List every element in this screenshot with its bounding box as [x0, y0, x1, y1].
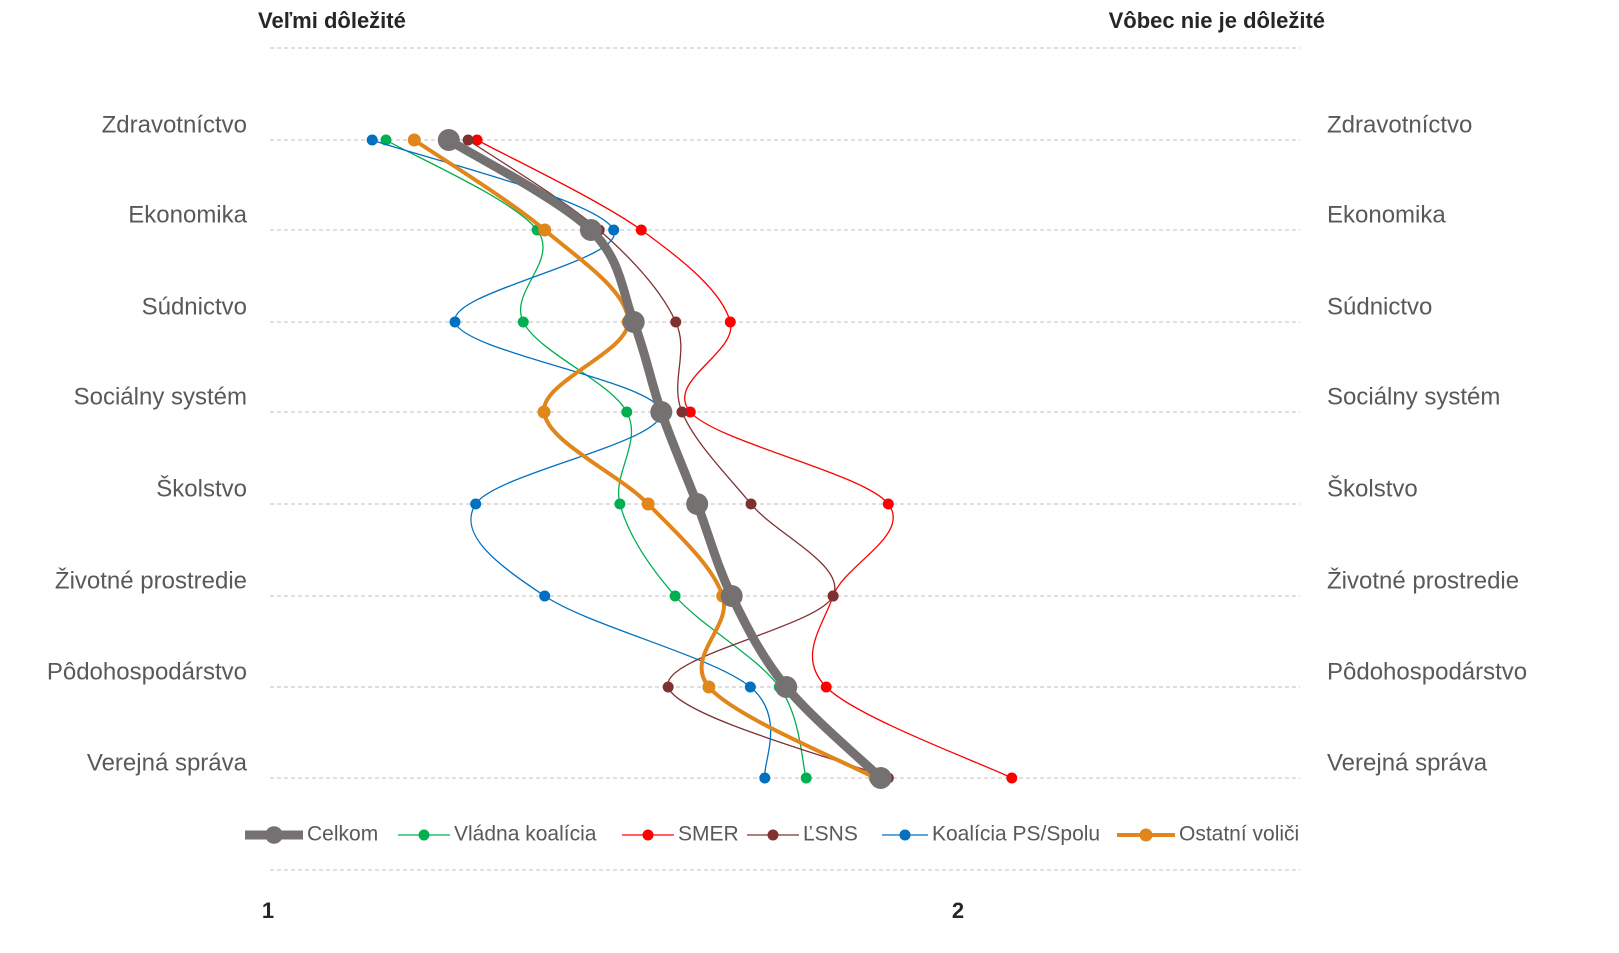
point [800, 772, 812, 784]
point [614, 498, 626, 510]
point [759, 772, 771, 784]
point [538, 223, 552, 237]
point [621, 406, 633, 418]
point [669, 590, 681, 602]
point [820, 681, 832, 693]
point [676, 406, 688, 418]
legend-label: ĽSNS [803, 823, 858, 846]
x-tick-label: 2 [952, 898, 964, 923]
point [437, 129, 460, 151]
legend-marker [767, 829, 779, 841]
legend-marker [899, 829, 911, 841]
legend-marker [265, 826, 283, 844]
right-header: Vôbec nie je dôležité [1109, 8, 1325, 33]
point [537, 405, 551, 419]
point [635, 224, 647, 236]
category-label: Súdnictvo [142, 293, 247, 320]
point [366, 134, 378, 146]
legend-marker [642, 829, 654, 841]
category-label-right: Sociálny systém [1327, 383, 1500, 410]
point [744, 681, 756, 693]
legend-marker [1139, 828, 1153, 842]
point [827, 590, 839, 602]
legend-label: Koalícia PS/Spolu [932, 823, 1100, 846]
category-label-right: Ekonomika [1327, 201, 1446, 228]
point [462, 134, 474, 146]
x-tick-label: 1 [262, 898, 274, 923]
point [869, 767, 892, 789]
series-line [446, 136, 884, 782]
point [641, 497, 655, 511]
category-label: Pôdohospodárstvo [47, 658, 247, 685]
category-label: Zdravotníctvo [102, 111, 247, 138]
category-label-right: Súdnictvo [1327, 293, 1432, 320]
category-label: Ekonomika [128, 201, 247, 228]
point [702, 680, 716, 694]
category-label: Sociálny systém [74, 383, 247, 410]
point [684, 406, 696, 418]
point [579, 219, 602, 241]
point [608, 224, 620, 236]
point [745, 498, 757, 510]
point [407, 133, 421, 147]
point [724, 316, 736, 328]
series [437, 129, 892, 789]
point [686, 493, 709, 515]
category-label-right: Zdravotníctvo [1327, 111, 1472, 138]
legend-label: Vládna koalícia [454, 823, 597, 846]
left-header: Veľmi dôležité [258, 8, 406, 33]
point [622, 311, 645, 333]
category-label: Školstvo [156, 474, 247, 502]
legend-label: Celkom [307, 823, 378, 846]
category-label-right: Školstvo [1327, 474, 1418, 502]
point [471, 134, 483, 146]
category-label: Životné prostredie [55, 567, 247, 594]
point [380, 134, 392, 146]
point [882, 498, 894, 510]
series [471, 134, 1018, 784]
category-label-right: Životné prostredie [1327, 567, 1519, 594]
category-label-right: Pôdohospodárstvo [1327, 658, 1527, 685]
category-label: Verejná správa [87, 749, 248, 776]
point [539, 590, 551, 602]
point [720, 585, 743, 607]
point [517, 316, 529, 328]
legend-label: SMER [678, 823, 739, 846]
point [650, 401, 673, 423]
series-line [413, 138, 877, 780]
point [662, 681, 674, 693]
legend-label: Ostatní voliči [1179, 823, 1299, 846]
point [1006, 772, 1018, 784]
point [775, 676, 798, 698]
point [449, 316, 461, 328]
legend-marker [418, 829, 430, 841]
point [470, 498, 482, 510]
point [670, 316, 682, 328]
category-label-right: Verejná správa [1327, 749, 1488, 776]
